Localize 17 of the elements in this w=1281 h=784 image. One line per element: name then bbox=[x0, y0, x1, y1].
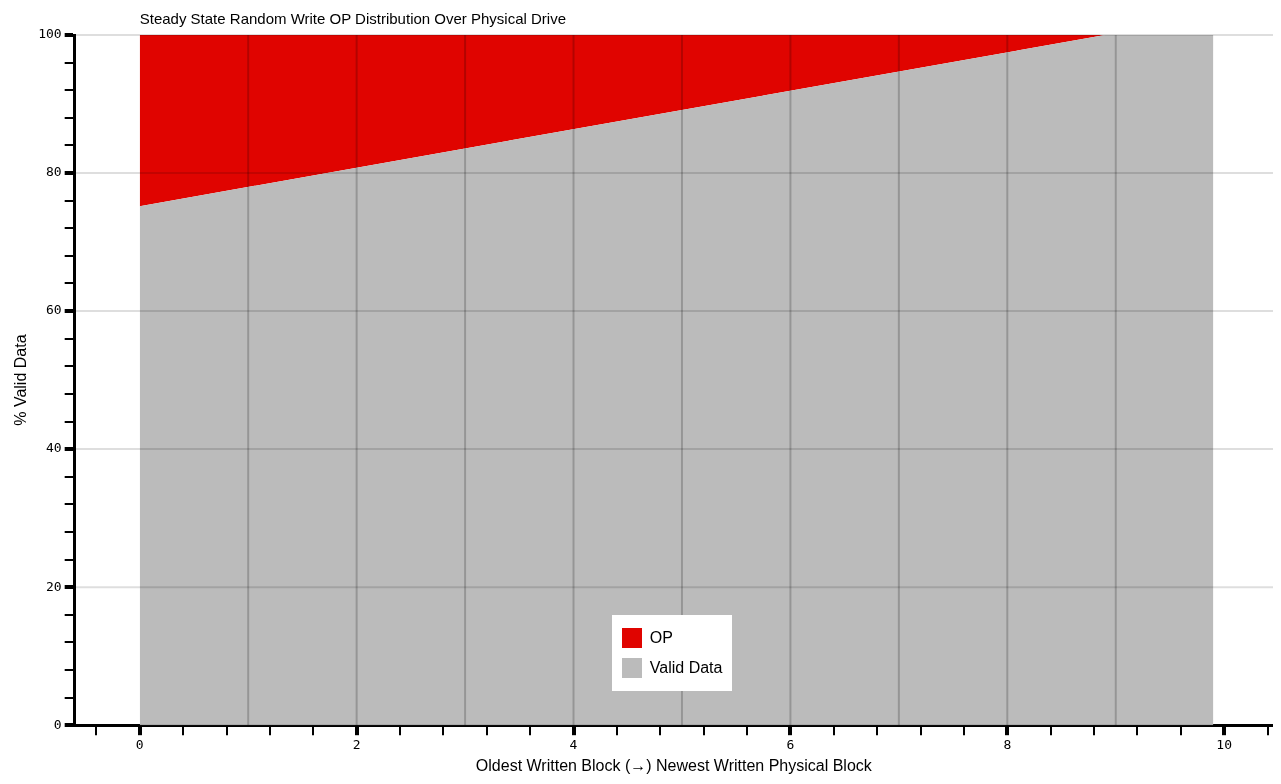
x-tick-label: 6 bbox=[786, 737, 795, 753]
y-tick-label: 60 bbox=[46, 302, 62, 318]
y-axis-title: % Valid Data bbox=[12, 334, 30, 426]
x-tick-label: 2 bbox=[352, 737, 361, 753]
x-tick-label: 0 bbox=[135, 737, 144, 753]
y-tick-label: 0 bbox=[53, 716, 62, 732]
legend-label: Valid Data bbox=[649, 659, 723, 678]
chart-title: Steady State Random Write OP Distribution Over Physical Drive bbox=[139, 10, 567, 27]
y-tick-label: 40 bbox=[46, 440, 62, 456]
legend-label: OP bbox=[649, 629, 673, 648]
x-tick-label: 10 bbox=[1216, 737, 1233, 753]
y-tick-label: 20 bbox=[46, 578, 62, 594]
x-axis-title: Oldest Written Block (→) Newest Written Physical Block bbox=[475, 756, 873, 774]
y-tick-label: 80 bbox=[46, 164, 62, 180]
x-tick-label: 8 bbox=[1003, 737, 1012, 753]
y-tick-label: 100 bbox=[38, 26, 62, 42]
x-tick-label: 4 bbox=[569, 737, 578, 753]
